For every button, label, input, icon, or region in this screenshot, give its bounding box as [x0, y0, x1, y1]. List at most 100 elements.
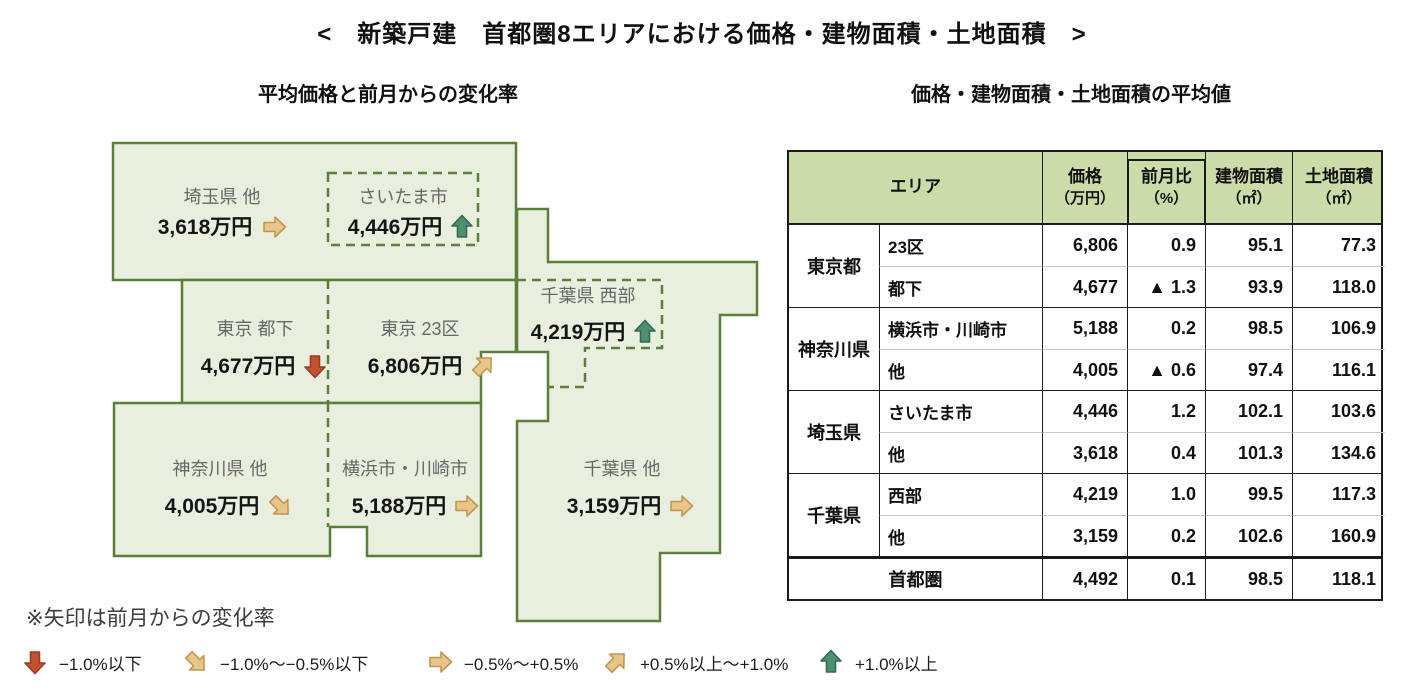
- legend-label: −1.0%以下: [59, 654, 142, 674]
- region-label: 横浜市・川崎市: [342, 459, 468, 479]
- table-group-chiba: 千葉県 西部 4,219 1.0 99.5 117.3 他 3,159 0.2 …: [789, 474, 1385, 556]
- land-area-cell: 117.3: [1292, 474, 1385, 515]
- land-area-cell: 134.6: [1292, 432, 1385, 473]
- legend-label: +1.0%以上: [855, 654, 938, 674]
- land-area-cell: 77.3: [1292, 225, 1385, 266]
- table-group-kanagawa: 神奈川県 横浜市・川崎市 5,188 0.2 98.5 106.9 他 4,00…: [789, 308, 1385, 391]
- page-title: < 新築戸建 首都圏8エリアにおける価格・建物面積・土地面積 >: [317, 21, 1087, 48]
- legend-arrow-down-icon: [24, 651, 46, 675]
- area-cell: 都下: [879, 266, 1042, 307]
- building-area-cell: 97.4: [1205, 349, 1292, 390]
- region-shape-kanagawa: [112, 401, 483, 558]
- price-cell: 4,219: [1042, 474, 1127, 515]
- pref-cell: 神奈川県: [798, 340, 870, 360]
- map-subtitle: 平均価格と前月からの変化率: [258, 84, 518, 106]
- change-arrow-icon: [455, 495, 479, 517]
- mom-cell: ▲ 1.3: [1127, 266, 1205, 307]
- region-price: 4,219万円: [531, 321, 626, 344]
- region-shape-chiba: [515, 207, 759, 623]
- area-cell: 他: [879, 349, 1042, 390]
- building-area-cell: 102.1: [1205, 391, 1292, 432]
- pref-cell: 千葉県: [807, 506, 861, 526]
- change-arrow-icon: [268, 494, 289, 515]
- table-total-row: 首都圏 4,492 0.1 98.5 118.1: [789, 559, 1381, 599]
- region-shape-saitama: [111, 141, 518, 282]
- land-area-cell: 160.9: [1292, 515, 1385, 556]
- legend-item: −1.0%以下: [22, 649, 142, 675]
- pref-cell: 東京都: [807, 257, 861, 277]
- building-area-cell: 93.9: [1205, 266, 1292, 307]
- building-area-cell: 95.1: [1205, 225, 1292, 266]
- total-separator-rule: [789, 556, 1381, 559]
- land-area-cell: 118.1: [1292, 559, 1385, 599]
- price-cell: 5,188: [1042, 308, 1127, 349]
- mom-cell: 0.2: [1127, 308, 1205, 349]
- legend-note: ※矢印は前月からの変化率: [26, 607, 275, 630]
- region-label: さいたま市: [358, 187, 447, 207]
- legend-arrow-up-icon: [820, 649, 842, 673]
- mom-cell: 0.9: [1127, 225, 1205, 266]
- legend-arrow-up-right-icon: [604, 653, 625, 674]
- map-svg: 埼玉県 他 3,618万円 さいたま市 4,446万円 東京 都下 4,677万…: [111, 141, 759, 623]
- price-cell: 4,005: [1042, 349, 1127, 390]
- mom-cell: 1.0: [1127, 474, 1205, 515]
- total-label-cell: 首都圏: [888, 570, 943, 590]
- region-dashed-saitama-shi: [326, 171, 480, 247]
- price-cell: 6,806: [1042, 225, 1127, 266]
- legend-arrow-right-icon: [429, 651, 453, 673]
- region-label: 東京 都下: [216, 319, 293, 339]
- region-price: 3,159万円: [567, 495, 662, 518]
- price-cell: 3,159: [1042, 515, 1127, 556]
- mom-cell: 0.1: [1127, 559, 1205, 599]
- col-header-area: エリア: [890, 177, 941, 197]
- area-cell: 西部: [879, 474, 1042, 515]
- col-header-land-area: 土地面積 （㎡）: [1292, 152, 1385, 223]
- col-header-price: 価格 （万円）: [1042, 152, 1127, 223]
- region-price: 3,618万円: [158, 216, 253, 239]
- table-subtitle: 価格・建物面積・土地面積の平均値: [911, 84, 1231, 106]
- area-cell: 23区: [879, 225, 1042, 266]
- table-group-saitama: 埼玉県 さいたま市 4,446 1.2 102.1 103.6 他 3,618 …: [789, 391, 1385, 474]
- table-group-tokyo: 東京都 23区 6,806 0.9 95.1 77.3 都下 4,677 ▲ 1…: [789, 225, 1385, 308]
- summary-table: エリア 価格 （万円） 前月比 （%） 建物面積 （㎡） 土地面積 （㎡） 東京…: [787, 150, 1385, 601]
- area-cell: 横浜市・川崎市: [879, 308, 1042, 349]
- region-dashed-chiba-west: [517, 278, 664, 389]
- change-arrow-icon: [471, 357, 492, 378]
- area-cell: さいたま市: [879, 391, 1042, 432]
- change-arrow-icon: [670, 495, 694, 517]
- region-shape-tokyo: [180, 278, 518, 405]
- mom-cell: ▲ 0.6: [1127, 349, 1205, 390]
- change-arrow-icon: [451, 214, 473, 238]
- region-label: 東京 23区: [380, 319, 459, 339]
- region-price: 5,188万円: [352, 495, 447, 518]
- region-label: 千葉県 西部: [540, 286, 635, 306]
- land-area-cell: 116.1: [1292, 349, 1385, 390]
- legend-arrow-down-right-icon: [184, 650, 205, 671]
- legend-item: +1.0%以上: [818, 649, 938, 675]
- mom-cell: 1.2: [1127, 391, 1205, 432]
- building-area-cell: 101.3: [1205, 432, 1292, 473]
- pref-cell: 埼玉県: [807, 423, 861, 443]
- legend-label: +0.5%以上～+1.0%: [640, 654, 789, 674]
- region-label: 埼玉県 他: [183, 187, 260, 207]
- legend-label: −0.5%～+0.5%: [464, 654, 579, 674]
- mom-cell: 0.2: [1127, 515, 1205, 556]
- region-price: 6,806万円: [368, 355, 463, 378]
- change-arrow-icon: [263, 216, 287, 238]
- col-header-mom: 前月比 （%）: [1127, 152, 1206, 223]
- price-cell: 4,492: [1042, 559, 1127, 599]
- change-arrow-icon: [634, 319, 656, 343]
- building-area-cell: 98.5: [1205, 308, 1292, 349]
- area-cell: 他: [879, 515, 1042, 556]
- legend-item: −1.0%～−0.5%以下: [183, 649, 368, 675]
- legend-item: +0.5%以上～+1.0%: [603, 649, 788, 675]
- area-cell: 他: [879, 432, 1042, 473]
- region-label: 千葉県 他: [583, 459, 660, 479]
- mom-cell: 0.4: [1127, 432, 1205, 473]
- land-area-cell: 103.6: [1292, 391, 1385, 432]
- region-price: 4,446万円: [348, 216, 443, 239]
- region-label: 神奈川県 他: [172, 459, 267, 479]
- region-price: 4,005万円: [165, 495, 260, 518]
- region-price: 4,677万円: [201, 355, 296, 378]
